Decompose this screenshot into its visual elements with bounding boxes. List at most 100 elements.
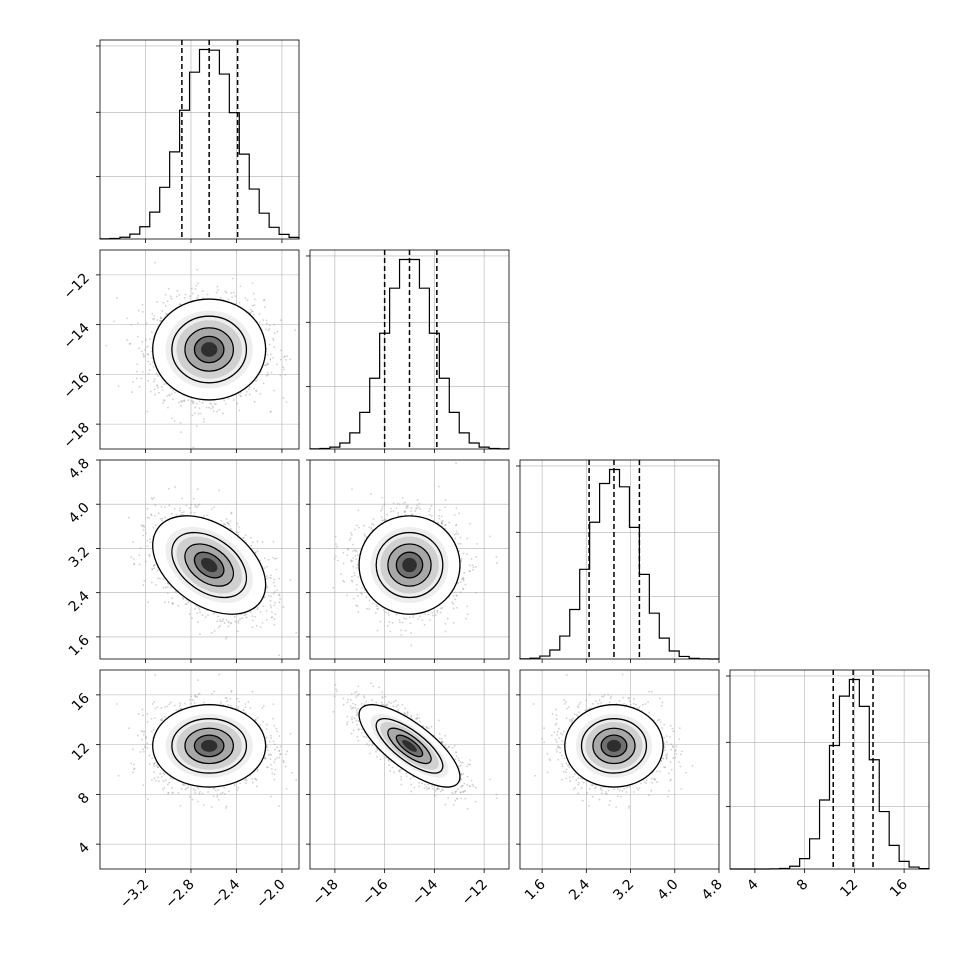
scatter-point: [144, 560, 147, 563]
scatter-point: [181, 597, 184, 599]
scatter-point: [403, 511, 406, 514]
scatter-point: [267, 362, 270, 365]
scatter-point: [440, 521, 443, 524]
scatter-point: [279, 374, 282, 377]
scatter-point: [251, 304, 254, 307]
scatter-point: [325, 625, 327, 627]
scatter-point: [212, 410, 215, 413]
scatter-point: [162, 388, 164, 391]
scatter-point: [152, 366, 155, 368]
scatter-point: [197, 294, 200, 297]
scatter-point: [239, 285, 242, 288]
scatter-point: [259, 626, 262, 628]
scatter-point: [255, 390, 258, 393]
scatter-point: [227, 397, 230, 400]
scatter-point: [234, 620, 237, 623]
scatter-point: [223, 523, 225, 526]
scatter-point: [252, 619, 254, 622]
scatter-point: [264, 596, 266, 599]
scatter-point: [237, 620, 240, 622]
scatter-point: [154, 393, 156, 396]
scatter-point: [236, 531, 238, 534]
contour-line: [152, 298, 267, 401]
scatter-point: [149, 541, 152, 544]
scatter-point: [190, 399, 193, 402]
scatter-point: [201, 614, 204, 616]
scatter-point: [225, 291, 228, 294]
density-shade: [200, 342, 218, 357]
scatter-point: [138, 385, 141, 388]
scatter-point: [160, 505, 163, 508]
scatter-point: [159, 316, 162, 319]
scatter-point: [115, 297, 118, 300]
scatter-point: [276, 330, 279, 333]
scatter-point: [213, 402, 216, 405]
scatter-point: [138, 347, 140, 350]
scatter-point: [156, 569, 159, 572]
scatter-point: [166, 300, 169, 303]
scatter-point: [461, 587, 464, 590]
scatter-panel: [100, 460, 327, 659]
scatter-point: [256, 550, 259, 553]
scatter-point: [289, 358, 292, 361]
scatter-point: [336, 545, 338, 548]
scatter-point: [213, 506, 216, 509]
scatter-point: [105, 344, 108, 347]
scatter-point: [167, 487, 170, 490]
scatter-point: [242, 536, 245, 539]
scatter-point: [172, 602, 174, 605]
scatter-point: [183, 400, 186, 403]
scatter-point: [250, 310, 253, 313]
scatter-point: [142, 524, 145, 527]
scatter-point: [210, 631, 213, 634]
scatter-point: [157, 512, 160, 515]
scatter-point: [143, 525, 146, 528]
scatter-point: [180, 401, 183, 404]
scatter-point: [131, 391, 133, 393]
scatter-point: [258, 321, 261, 324]
scatter-point: [382, 519, 385, 522]
scatter-point: [273, 323, 276, 326]
scatter-point: [259, 610, 262, 613]
scatter-point: [274, 601, 277, 604]
scatter-point: [244, 297, 247, 300]
scatter-point: [355, 524, 358, 527]
scatter-point: [160, 317, 162, 320]
scatter-point: [289, 579, 292, 581]
scatter-point: [194, 608, 197, 610]
scatter-point: [282, 397, 285, 399]
scatter-point: [406, 505, 409, 507]
scatter-point: [250, 544, 253, 547]
scatter-point: [169, 295, 172, 298]
scatter-point: [181, 511, 184, 514]
scatter-point: [144, 349, 147, 351]
scatter-point: [253, 304, 256, 307]
scatter-point: [193, 512, 196, 514]
scatter-point: [194, 288, 197, 290]
scatter-point: [258, 313, 261, 316]
scatter-point: [126, 317, 128, 320]
scatter-point: [147, 360, 150, 363]
scatter-point: [259, 559, 262, 562]
scatter-point: [161, 519, 163, 522]
scatter-point: [266, 587, 268, 589]
scatter-point: [294, 329, 297, 332]
scatter-point: [167, 287, 170, 290]
scatter-point: [171, 602, 174, 605]
scatter-point: [177, 604, 180, 607]
scatter-point: [164, 506, 166, 509]
scatter-point: [251, 541, 254, 544]
scatter-point: [162, 586, 165, 589]
scatter-point: [138, 554, 141, 557]
scatter-point: [231, 277, 234, 280]
scatter-point: [141, 525, 144, 528]
scatter-point: [285, 358, 287, 361]
scatter-point: [180, 431, 182, 434]
contour-line: [184, 327, 234, 372]
scatter-point: [284, 373, 287, 376]
scatter-point: [183, 510, 185, 513]
scatter-point: [266, 353, 269, 356]
scatter-point: [231, 296, 233, 299]
scatter-point: [376, 605, 379, 608]
scatter-point: [160, 317, 163, 320]
